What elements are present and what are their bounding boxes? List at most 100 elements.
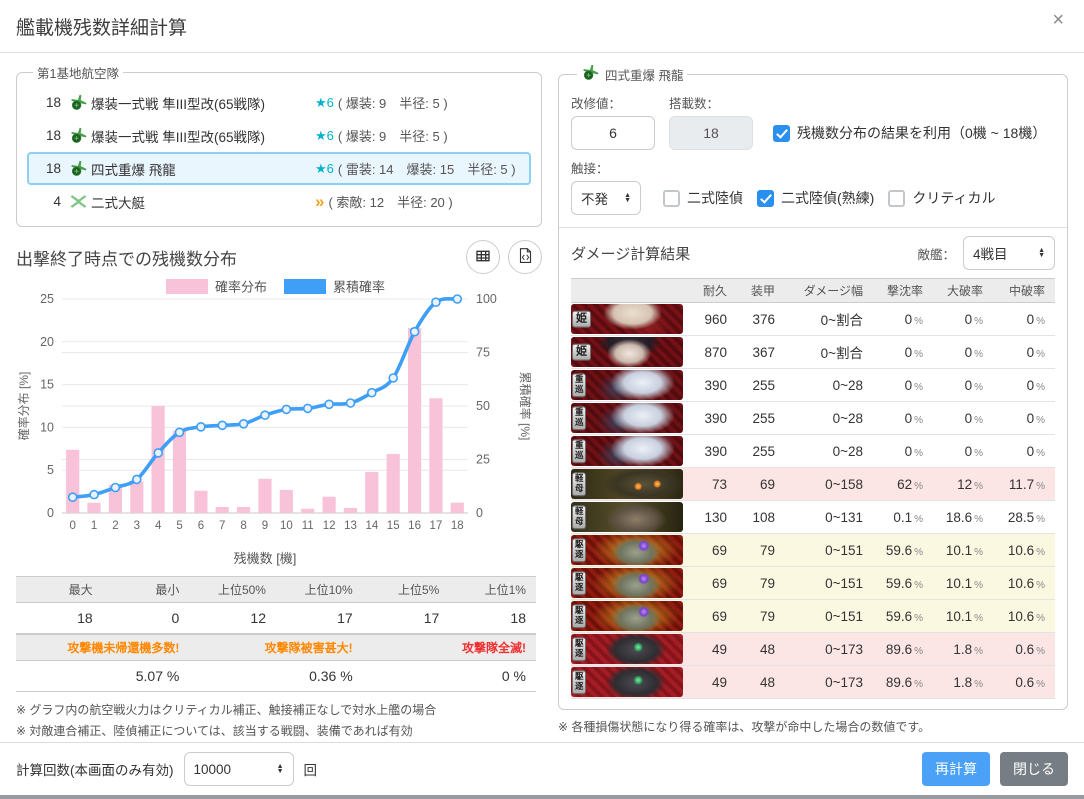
trials-select[interactable]: 10000 ▲ ▼ [183, 752, 294, 786]
type2-recon-skilled-checkbox[interactable]: 二式陸偵(熟練) [757, 188, 874, 208]
close-button[interactable]: 閉じる [1000, 752, 1068, 786]
svg-text:17: 17 [430, 520, 443, 532]
col-damage-range: ダメージ幅 [803, 284, 863, 298]
chuha-rate-value: 0.6% [1015, 674, 1045, 690]
export-data-button[interactable] [508, 240, 542, 274]
improvement-input[interactable] [571, 116, 655, 150]
svg-text:12: 12 [323, 520, 336, 532]
enemy-class-badge: 駆逐 [572, 571, 586, 595]
svg-text:13: 13 [344, 520, 357, 532]
enemy-banner: 重巡 [571, 370, 683, 400]
equipment-stats: ★6( 爆装: 9 半径: 5 ) [315, 93, 521, 112]
right-column: 四式重爆 飛龍 改修値： 搭載数： 残機数分布の結果を利用（0機 ~ 18機） … [558, 53, 1068, 742]
enemy-class-badge: 重巡 [572, 439, 586, 463]
svg-text:9: 9 [262, 520, 268, 532]
improvement-label: 改修値： [571, 97, 622, 111]
enemy-banner: 駆逐 [571, 601, 683, 631]
sink-rate-value: 0% [904, 344, 923, 360]
taiha-rate-value: 18.6% [945, 509, 983, 525]
col-sink-rate: 撃沈率 [886, 284, 923, 298]
trials-unit: 回 [303, 763, 318, 778]
svg-text:11: 11 [302, 520, 314, 532]
warning-value: 5.07 % [16, 661, 190, 692]
equipment-stats: »( 索敵: 12 半径: 20 ) [315, 192, 521, 211]
chart-title: 出撃終了時点での残機数分布 [16, 249, 237, 269]
recalculate-button[interactable]: 再計算 [922, 752, 990, 786]
enemy-banner: 重巡 [571, 403, 683, 433]
use-distribution-checkbox[interactable]: 残機数分布の結果を利用（0機 ~ 18機） [773, 123, 1046, 143]
hp-value: 49 [711, 641, 727, 657]
land-bomber-icon [69, 159, 91, 178]
taiha-rate-value: 0% [964, 377, 983, 393]
armor-value: 255 [752, 410, 775, 426]
col-armor: 装甲 [750, 284, 775, 298]
armor-value: 108 [752, 509, 775, 525]
enemy-class-badge: 駆逐 [572, 604, 586, 628]
svg-text:75: 75 [476, 346, 490, 360]
checkbox-unchecked-icon [888, 189, 906, 207]
plane-name: 四式重爆 飛龍 [605, 68, 684, 83]
enemy-battle-select[interactable]: 4戦目 ▲ ▼ [963, 236, 1055, 270]
equipment-name: 爆装一式戦 隼III型改(65戦隊) [91, 96, 266, 112]
col-chuha-rate: 中破率 [1008, 284, 1045, 298]
stat-value: 17 [362, 603, 450, 634]
type2-recon-checkbox[interactable]: 二式陸偵 [663, 188, 743, 208]
enemy-row: 重巡 390 255 0~28 0% 0% 0% [571, 369, 1055, 402]
squadron-row[interactable]: 18 爆装一式戦 隼III型改(65戦隊) ★6( 爆装: 9 半径: 5 ) [27, 119, 531, 152]
contact-value: 不発 [581, 192, 608, 207]
stat-value: 18 [449, 603, 536, 634]
damage-range-value: 0~151 [825, 575, 863, 591]
chuha-rate-value: 10.6% [1007, 575, 1045, 591]
critical-checkbox[interactable]: クリティカル [888, 188, 996, 208]
enemy-battle-value: 4戦目 [973, 247, 1008, 262]
chuha-rate-value: 10.6% [1007, 608, 1045, 624]
svg-text:7: 7 [219, 520, 225, 532]
taiha-rate-value: 0% [964, 311, 983, 327]
contact-select[interactable]: 不発 ▲ ▼ [571, 181, 641, 215]
enemy-class-badge: 駆逐 [572, 637, 586, 661]
chuha-rate-value: 10.6% [1007, 542, 1045, 558]
stat-value: 12 [189, 603, 276, 634]
damage-range-value: 0~28 [832, 443, 863, 459]
sink-rate-value: 0% [904, 410, 923, 426]
squadron-row[interactable]: 18 四式重爆 飛龍 ★6( 雷装: 14 爆装: 15 半径: 5 ) [27, 152, 531, 185]
plane-count: 4 [53, 194, 61, 209]
damage-range-value: 0~158 [825, 476, 863, 492]
updown-arrows-icon: ▲ ▼ [624, 191, 631, 204]
enemy-row: 軽母 73 69 0~158 62% 12% 11.7% [571, 468, 1055, 501]
improvement-star: ★6 [315, 127, 334, 143]
chuha-rate-value: 0% [1026, 377, 1045, 393]
table-view-button[interactable] [466, 240, 500, 274]
enemy-class-badge: 重巡 [572, 373, 586, 397]
warning-label: 攻撃隊被害甚大! [264, 641, 353, 655]
remaining-distribution-chart: 確率分布 累積確率 0 5 10 15 20 25 0 25 50 75 100 0 1 2 3 4 5 6 7 8 9 10… [16, 275, 542, 572]
damage-range-value: 0~173 [825, 674, 863, 690]
hp-value: 130 [704, 509, 727, 525]
damage-range-value: 0~173 [825, 641, 863, 657]
chuha-rate-value: 0% [1026, 311, 1045, 327]
updown-arrows-icon: ▲ ▼ [1038, 246, 1045, 259]
damage-note: ※ 各種損傷状態になり得る確率は、攻撃が命中した場合の数値です。 [558, 720, 931, 734]
svg-text:8: 8 [240, 520, 246, 532]
plane-count: 18 [45, 95, 61, 110]
armor-value: 376 [752, 311, 775, 327]
svg-text:6: 6 [198, 520, 204, 532]
plane-count: 18 [45, 128, 61, 143]
land-bomber-icon [69, 93, 91, 112]
base-squadron-panel: 第1基地航空隊 18 爆装一式戦 隼III型改(65戦隊) ★6( 爆装: 9 半径… [16, 63, 542, 227]
warning-value: 0 % [362, 661, 536, 692]
critical-label: クリティカル [912, 190, 996, 206]
squadron-row[interactable]: 4 二式大艇 »( 索敵: 12 半径: 20 ) [27, 185, 531, 218]
trials-label: 計算回数(本画面のみ有効) [16, 763, 174, 778]
improvement-star: ★6 [315, 160, 334, 176]
stat-value: 17 [275, 603, 363, 634]
svg-text:5: 5 [176, 520, 182, 532]
enemy-row: 姫 870 367 0~割合 0% 0% 0% [571, 336, 1055, 369]
land-bomber-icon [69, 126, 91, 145]
stat-value: 18 [16, 603, 103, 634]
note-line: ※ 対敵連合補正、陸偵補正については、該当する戦闘、装備であれば有効 [16, 724, 413, 738]
enemy-banner: 重巡 [571, 436, 683, 466]
squadron-row[interactable]: 18 爆装一式戦 隼III型改(65戦隊) ★6( 爆装: 9 半径: 5 ) [27, 86, 531, 119]
close-icon[interactable]: × [1052, 9, 1064, 31]
stat-header: 上位50% [217, 583, 266, 597]
